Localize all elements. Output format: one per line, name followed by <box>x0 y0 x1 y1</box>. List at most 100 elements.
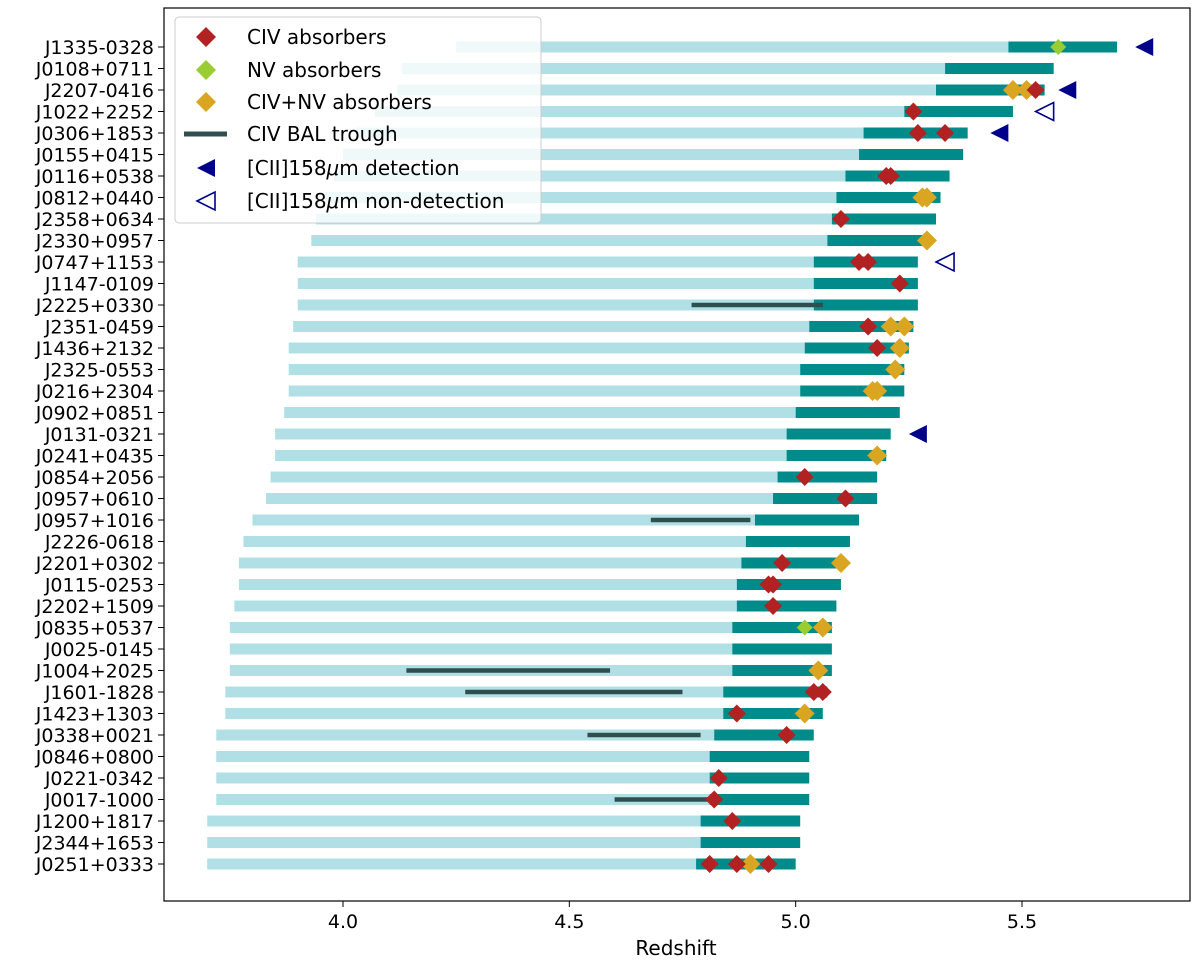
legend-entry-bal: CIV BAL trough <box>184 122 398 146</box>
civnv-absorber-marker <box>894 316 915 337</box>
civ-path-bar <box>315 213 832 225</box>
civ-absorber-marker <box>881 167 900 185</box>
civ-path-bar <box>275 428 787 440</box>
nv-path-bar <box>709 772 810 784</box>
legend-nv-label: NV absorbers <box>247 58 381 82</box>
bars-layer <box>207 41 1118 870</box>
nv-path-bar <box>709 794 810 805</box>
legend-cii-nondetection-marker <box>195 190 216 212</box>
civnv-absorber-marker <box>1016 80 1037 100</box>
nv-path-bar <box>714 729 814 741</box>
x-axis: 4.0 4.5 5.0 5.5 <box>328 901 1037 933</box>
y-tick-label: J0957+0610 <box>35 489 154 511</box>
y-tick-label: J1147-0109 <box>44 274 154 296</box>
civ-path-bar <box>243 536 746 547</box>
legend: CIV absorbers NV absorbers CIV+NV absorb… <box>174 16 542 224</box>
civ-path-bar <box>401 63 946 74</box>
markers-layer <box>700 38 1154 874</box>
nv-absorber-marker <box>796 619 813 636</box>
civnv-absorber-marker <box>1002 80 1023 100</box>
cii-nondetection-marker <box>934 251 955 273</box>
x-axis-title: Redshift <box>635 936 716 960</box>
cii-detection-marker <box>1135 38 1154 56</box>
civnv-absorber-marker <box>740 854 761 874</box>
nv-path-bar <box>732 643 832 655</box>
y-tick-label: J1200+1817 <box>35 811 154 833</box>
legend-civnv-marker <box>196 92 216 112</box>
civ-absorber-marker <box>936 124 955 142</box>
civ-path-bar <box>207 858 697 870</box>
legend-entry-nv: NV absorbers <box>196 58 381 82</box>
nv-path-bar <box>904 106 1013 117</box>
x-tick-label: 5.5 <box>1007 911 1037 933</box>
x-tick-label: 4.5 <box>554 911 584 933</box>
civ-path-bar <box>343 149 860 160</box>
y-tick-label: J2358+0634 <box>35 209 154 231</box>
civ-path-bar <box>238 579 737 590</box>
civ-path-bar <box>207 837 701 848</box>
legend-entry-civnv: CIV+NV absorbers <box>196 90 432 114</box>
nv-path-bar <box>827 235 927 246</box>
civnv-absorber-marker <box>916 187 937 208</box>
y-tick-label: J1436+2132 <box>35 338 154 360</box>
y-tick-label: J0131-0321 <box>44 424 154 446</box>
civ-absorber-marker <box>723 812 742 830</box>
cii-detection-marker <box>990 124 1009 142</box>
nv-path-bar <box>754 514 860 526</box>
nv-path-bar <box>732 665 832 676</box>
civnv-absorber-marker <box>867 445 888 466</box>
civ-absorber-marker <box>908 124 927 142</box>
nv-path-bar <box>804 342 909 354</box>
y-tick-label: J2207-0416 <box>44 80 154 102</box>
civ-path-bar <box>324 192 837 203</box>
y-tick-label: J1423+1303 <box>35 704 154 726</box>
nv-path-bar <box>773 493 878 504</box>
civ-path-bar <box>234 600 737 612</box>
legend-cii-detection-label: [CII]158μm detection <box>247 156 460 180</box>
nv-path-bar <box>935 84 1045 96</box>
legend-entry-cii-detection: [CII]158μm detection <box>197 156 460 180</box>
y-tick-label: J0216+2304 <box>35 381 154 403</box>
y-tick-label: J1004+2025 <box>35 661 154 683</box>
civ-absorber-marker <box>904 102 923 121</box>
civ-path-bar <box>275 450 787 461</box>
y-tick-label: J0835+0537 <box>35 618 154 640</box>
y-tick-label: J0854+2056 <box>35 467 154 489</box>
y-tick-label: J0846+0800 <box>35 747 154 769</box>
civ-path-bar <box>216 751 710 762</box>
y-tick-label: J0902+0851 <box>35 403 154 425</box>
y-tick-label: J0108+0711 <box>35 59 154 81</box>
civnv-absorber-marker <box>889 338 910 358</box>
civ-absorber-marker <box>1026 81 1045 99</box>
y-tick-label: J0957+1016 <box>35 510 154 532</box>
nv-path-bar <box>831 213 936 225</box>
civ-path-bar <box>229 622 733 633</box>
civnv-absorber-marker <box>916 230 937 251</box>
civ-path-bar <box>297 299 814 311</box>
y-tick-label: J2330+0957 <box>35 231 154 253</box>
nv-absorber-marker <box>1050 39 1067 55</box>
civ-absorber-marker <box>705 790 724 809</box>
nv-path-bar <box>741 557 841 569</box>
y-tick-label: J0115-0253 <box>44 575 154 597</box>
civ-path-bar <box>374 106 905 117</box>
civnv-absorber-marker <box>867 381 888 401</box>
legend-bal-label: CIV BAL trough <box>247 122 398 146</box>
y-tick-label: J0241+0435 <box>35 446 154 468</box>
nv-path-bar <box>800 364 905 375</box>
nv-path-bar <box>795 407 900 418</box>
nv-path-bar <box>723 708 823 719</box>
legend-civ-label: CIV absorbers <box>247 25 386 49</box>
civ-path-bar <box>252 514 755 526</box>
civ-absorber-marker <box>709 769 728 787</box>
nv-path-bar <box>813 299 918 311</box>
civ-path-bar <box>288 342 805 354</box>
y-tick-label: J0338+0021 <box>35 725 154 747</box>
civ-path-bar <box>288 385 801 397</box>
y-axis: J1335-0328J0108+0711J2207-0416J1022+2252… <box>35 37 164 876</box>
nv-path-bar <box>700 815 801 827</box>
civ-path-bar <box>229 643 733 655</box>
y-tick-label: J2344+1653 <box>35 833 154 855</box>
civ-path-bar <box>216 772 710 784</box>
civ-path-bar <box>311 235 828 246</box>
